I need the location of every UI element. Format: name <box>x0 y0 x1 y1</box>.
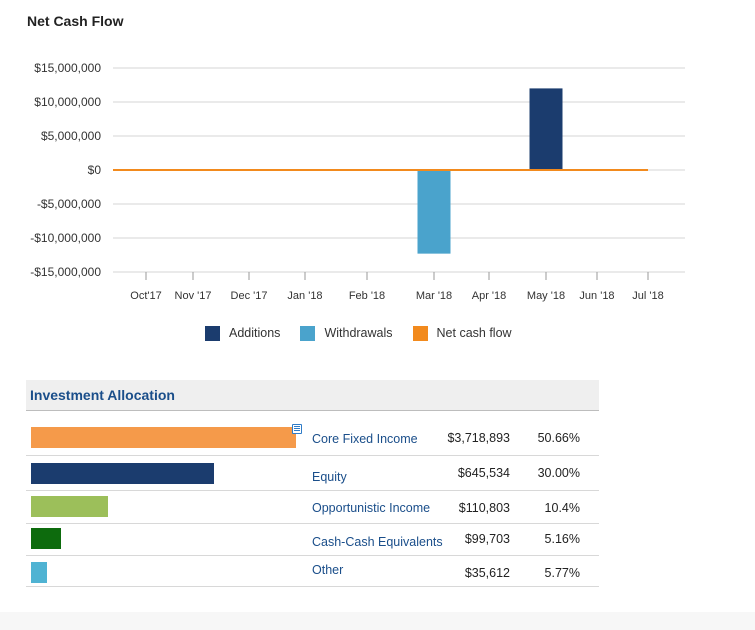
x-tick-label: Feb '18 <box>349 290 385 302</box>
allocation-name-link[interactable]: Core Fixed Income <box>312 432 418 446</box>
allocation-name-link[interactable]: Other <box>312 563 344 577</box>
allocation-bar <box>31 562 47 583</box>
allocation-row: Other $35,612 5.77% <box>26 556 599 587</box>
allocation-amount: $35,612 <box>464 566 510 580</box>
allocation-bar <box>31 528 61 549</box>
chart-title: Net Cash Flow <box>27 13 124 29</box>
legend-label-withdrawals: Withdrawals <box>324 326 393 340</box>
net-cash-flow-chart: $15,000,000 $10,000,000 $5,000,000 $0 -$5,00… <box>30 61 685 302</box>
x-tick-label: Jun '18 <box>579 290 614 302</box>
list-icon[interactable] <box>292 424 302 434</box>
legend-item-withdrawals[interactable]: Withdrawals <box>300 325 393 341</box>
legend-label-net-cash-flow: Net cash flow <box>436 326 512 340</box>
allocation-bar <box>31 496 108 517</box>
x-tick-label: May '18 <box>527 290 565 302</box>
allocation-row: Core Fixed Income $3,718,893 50.66% <box>26 411 599 456</box>
investment-allocation-title: Investment Allocation <box>26 380 599 411</box>
allocation-percent: 5.16% <box>544 532 580 546</box>
y-tick-label: $0 <box>88 163 102 177</box>
legend-swatch-net-cash-flow <box>412 325 428 341</box>
y-tick-label: $15,000,000 <box>34 61 101 75</box>
legend-label-additions: Additions <box>229 326 281 340</box>
allocation-row: Opportunistic Income $110,803 10.4% <box>26 491 599 524</box>
allocation-amount: $3,718,893 <box>447 431 510 445</box>
page-footer-strip <box>0 612 755 630</box>
allocation-name-link[interactable]: Equity <box>312 470 347 484</box>
x-tick-label: Apr '18 <box>472 290 507 302</box>
allocation-percent: 5.77% <box>544 566 580 580</box>
allocation-row: Cash-Cash Equivalents $99,703 5.16% <box>26 524 599 556</box>
allocation-bar <box>31 463 214 484</box>
allocation-amount: $645,534 <box>457 466 510 480</box>
legend-swatch-withdrawals <box>300 325 316 341</box>
x-tick-label: Jan '18 <box>287 290 322 302</box>
legend-item-additions[interactable]: Additions <box>205 325 281 341</box>
allocation-percent: 30.00% <box>537 466 580 480</box>
allocation-amount: $99,703 <box>464 532 510 546</box>
allocation-name-link[interactable]: Cash-Cash Equivalents <box>312 535 443 549</box>
x-tick-label: Nov '17 <box>175 290 212 302</box>
legend-swatch-additions <box>205 325 220 341</box>
x-tick-label: Mar '18 <box>416 290 452 302</box>
x-tick-label: Oct'17 <box>130 290 161 302</box>
bar-withdrawals <box>417 170 451 254</box>
y-tick-label: $5,000,000 <box>41 129 101 143</box>
chart-legend: Additions Withdrawals Net cash flow <box>205 324 532 342</box>
legend-item-net-cash-flow[interactable]: Net cash flow <box>412 325 512 341</box>
y-tick-label: -$15,000,000 <box>30 265 101 279</box>
allocation-row: Equity $645,534 30.00% <box>26 456 599 491</box>
y-tick-label: -$10,000,000 <box>30 231 101 245</box>
investment-allocation-panel: Investment Allocation Core Fixed Income … <box>26 380 599 587</box>
bar-additions <box>529 88 563 170</box>
allocation-bar <box>31 427 296 448</box>
y-tick-label: $10,000,000 <box>34 95 101 109</box>
x-tick-label: Jul '18 <box>632 290 663 302</box>
allocation-name-link[interactable]: Opportunistic Income <box>312 501 431 515</box>
y-tick-label: -$5,000,000 <box>37 197 101 211</box>
allocation-percent: 50.66% <box>537 431 580 445</box>
allocation-amount: $110,803 <box>458 501 510 515</box>
x-tick-label: Dec '17 <box>231 290 268 302</box>
allocation-percent: 10.4% <box>544 501 580 515</box>
